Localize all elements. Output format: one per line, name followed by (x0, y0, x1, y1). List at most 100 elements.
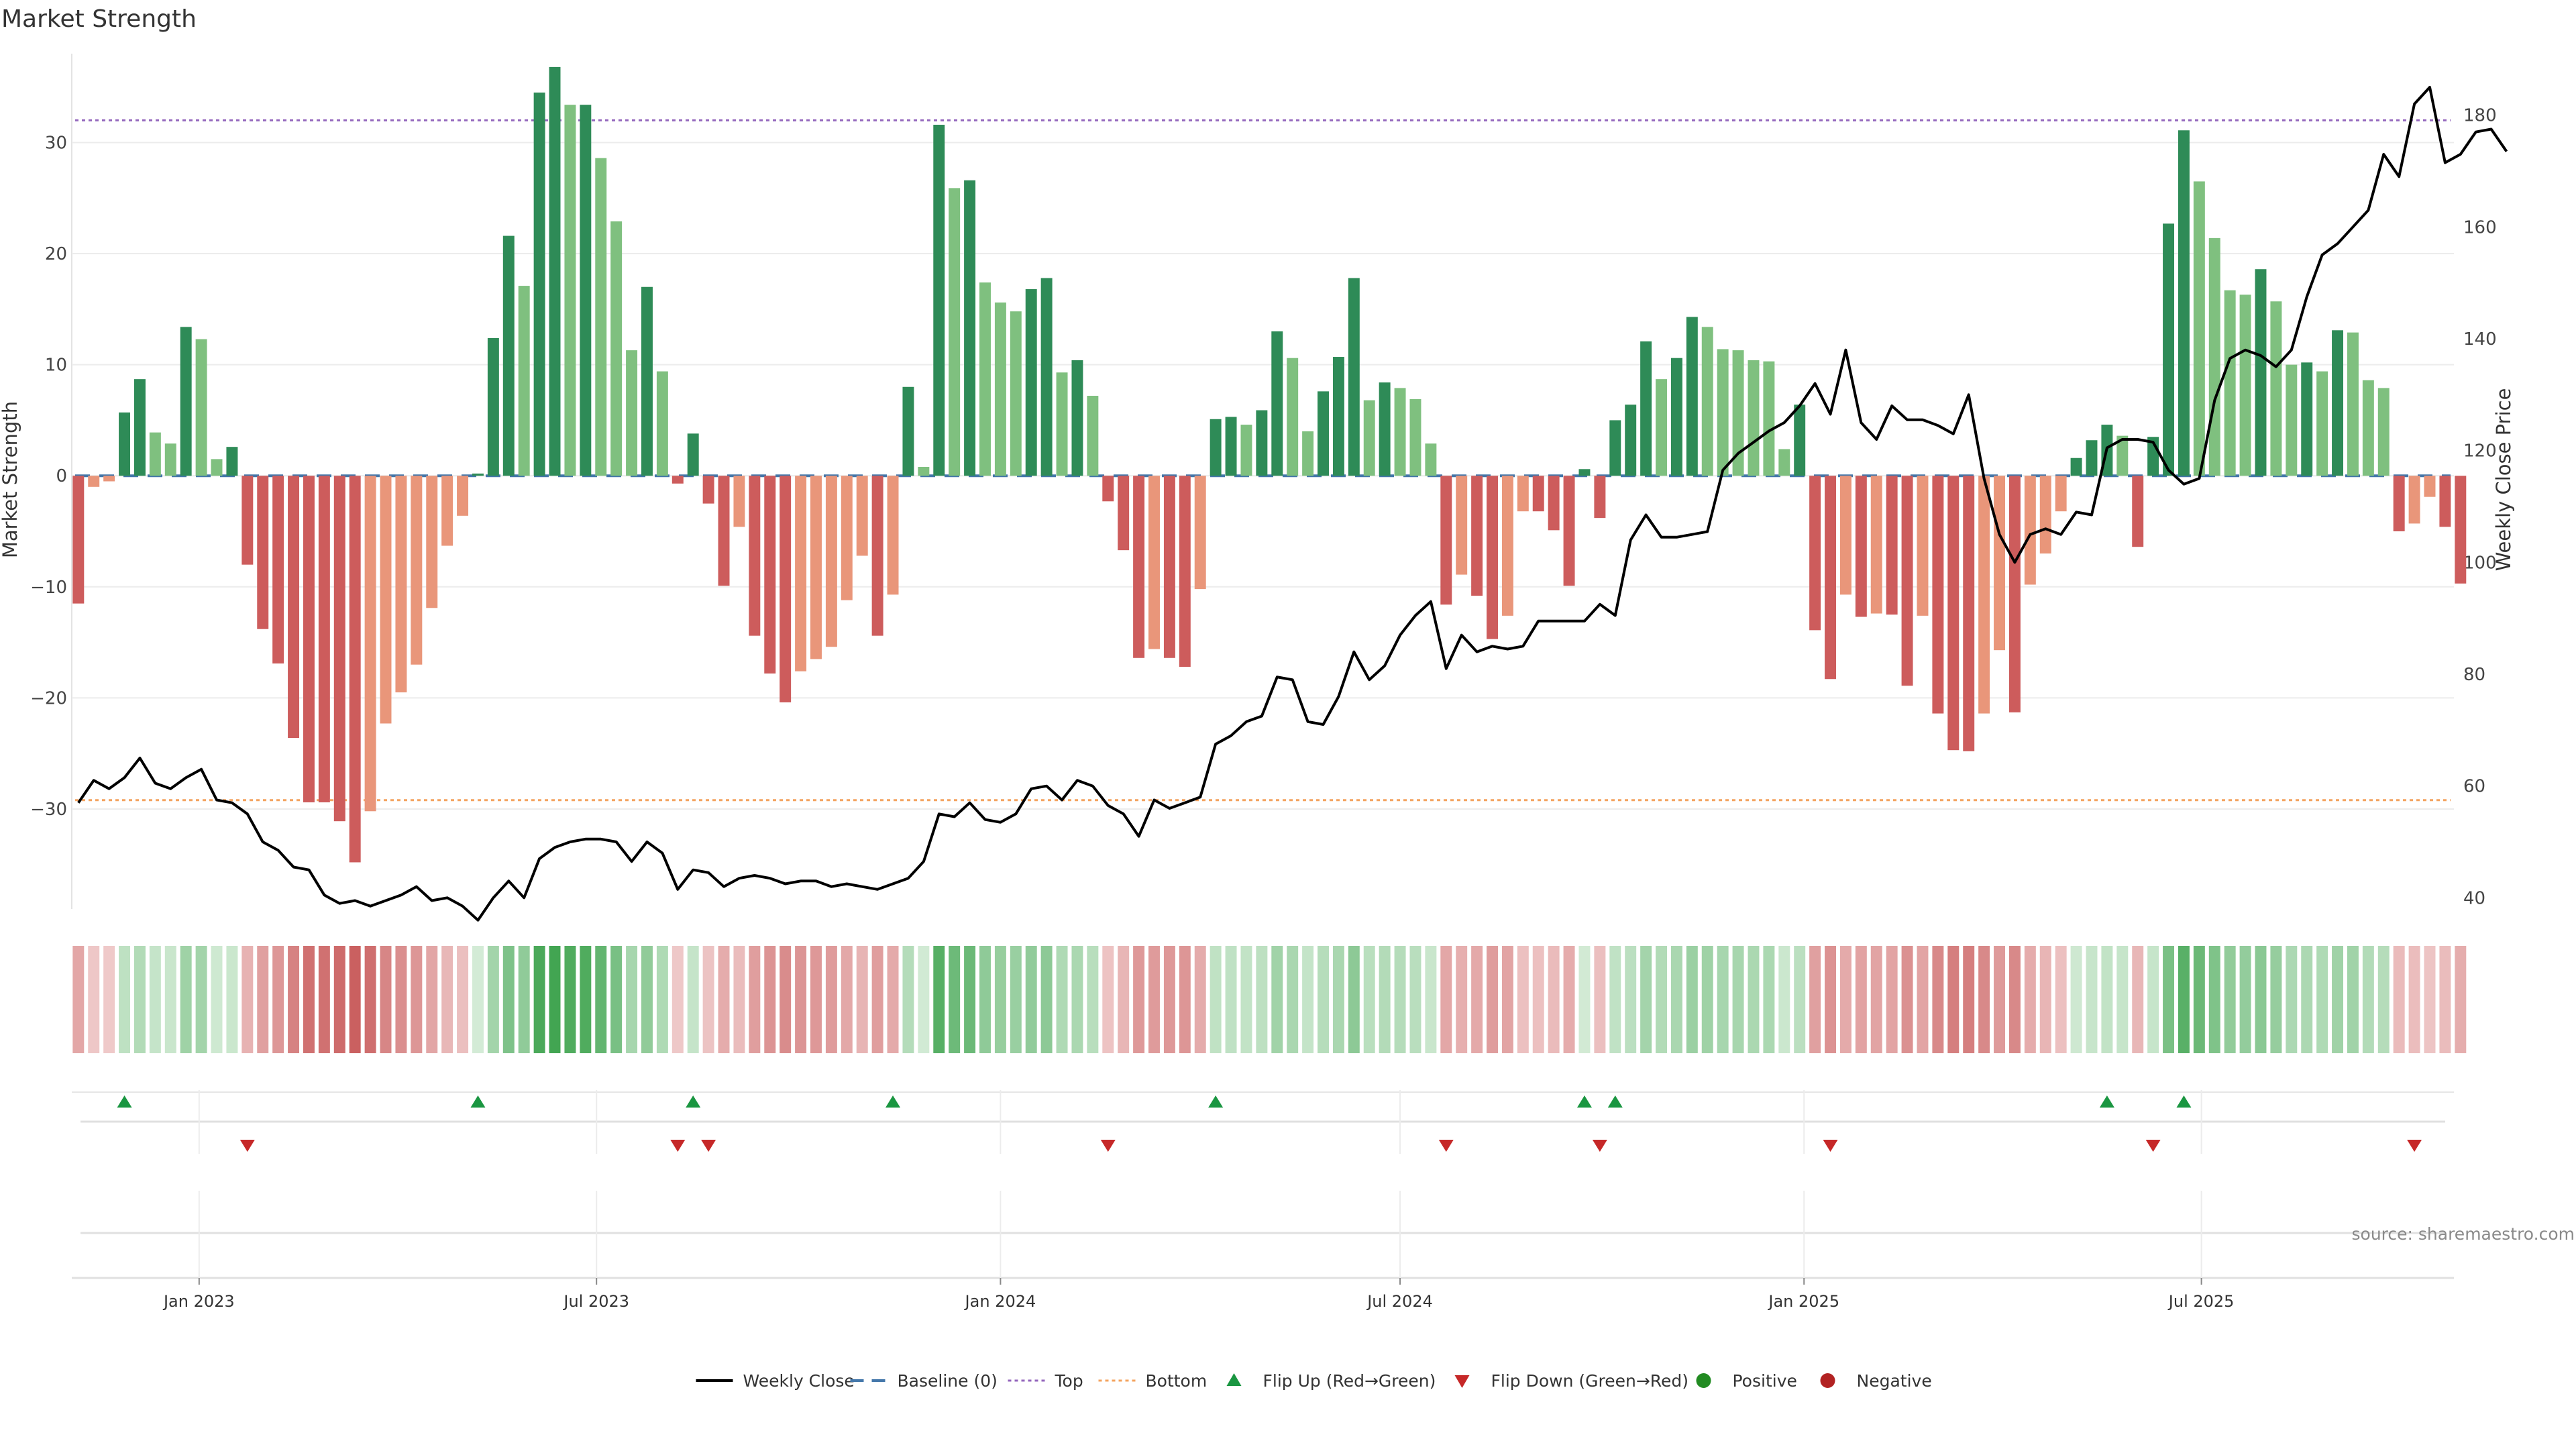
strength-bar (211, 459, 223, 476)
legend: Weekly Close Baseline (0) Top Bottom Flip Up… (696, 1371, 1932, 1391)
heat-cell (241, 946, 254, 1053)
heat-cell (902, 946, 914, 1053)
heat-cell (1701, 946, 1713, 1053)
strength-bar (164, 443, 176, 476)
heat-cell (626, 946, 638, 1053)
heat-cell (1471, 946, 1483, 1053)
flip-down-marker (1823, 1140, 1838, 1152)
heat-cell (1563, 946, 1575, 1053)
strength-bar (641, 286, 653, 476)
strength-bar (1825, 476, 1836, 680)
strength-bar (1794, 405, 1806, 476)
strength-bar (2224, 290, 2236, 476)
strength-bar (933, 124, 945, 476)
strength-bar (119, 412, 131, 476)
y-tick-label-right: 140 (2463, 329, 2497, 350)
strength-bar (1210, 419, 1222, 476)
heat-cell (2377, 946, 2390, 1053)
heat-cell (1748, 946, 1760, 1053)
strength-bar (1901, 476, 1913, 686)
x-tick-label: Jan 2024 (964, 1292, 1036, 1311)
heat-cell (1732, 946, 1744, 1053)
heat-cell (472, 946, 484, 1053)
heat-cell (380, 946, 392, 1053)
strength-bar (2393, 476, 2405, 532)
strength-bar (1563, 476, 1575, 586)
strength-bar (672, 476, 684, 484)
heat-cell (2347, 946, 2359, 1053)
strength-bar (272, 476, 284, 664)
heat-cell (211, 946, 223, 1053)
strength-heat-strip (72, 946, 2467, 1053)
heat-cell (1670, 946, 1682, 1053)
strength-bar (2055, 476, 2067, 512)
legend-label-negative: Negative (1857, 1371, 1932, 1391)
strength-bar (1809, 476, 1821, 631)
heat-cell (841, 946, 853, 1053)
strength-bar (2086, 440, 2098, 476)
x-tick-label: Jan 2025 (1767, 1292, 1839, 1311)
strength-bar (426, 476, 438, 608)
legend-label-top: Top (1055, 1371, 1083, 1391)
strength-bar (1732, 350, 1744, 476)
strength-bar (2024, 476, 2036, 585)
heat-cell (1609, 946, 1621, 1053)
y-axis-label-left: Market Strength (0, 401, 21, 558)
heat-cell (656, 946, 668, 1053)
heat-cell (411, 946, 423, 1053)
heat-cell (933, 946, 945, 1053)
heat-cell (1501, 946, 1513, 1053)
heat-cell (2163, 946, 2175, 1053)
heat-cell (1763, 946, 1775, 1053)
strength-bar (2132, 476, 2144, 547)
heat-cell (2116, 946, 2129, 1053)
heat-cell (1994, 946, 2006, 1053)
flip-down-marker (1592, 1140, 1607, 1152)
heat-cell (749, 946, 761, 1053)
weekly-close-line (77, 86, 2508, 922)
strength-bar (103, 476, 115, 482)
heat-cell (2024, 946, 2036, 1053)
heat-cell (2362, 946, 2374, 1053)
strength-bar (702, 476, 714, 504)
heat-cell (487, 946, 499, 1053)
strength-bar (856, 476, 868, 556)
heat-cell (2455, 946, 2467, 1053)
strength-bar (1839, 476, 1851, 595)
heat-cell (272, 946, 284, 1053)
strength-bar (1594, 476, 1606, 519)
strength-bar (1963, 476, 1975, 751)
strength-bar (1271, 331, 1283, 476)
strength-bar (1071, 360, 1083, 476)
strength-bar (687, 433, 699, 476)
y-tick-label-right: 100 (2463, 553, 2497, 573)
heat-cell (1318, 946, 1329, 1053)
strength-bar (733, 476, 745, 527)
strength-bar (1763, 361, 1775, 476)
x-tick-label: Jul 2023 (562, 1292, 629, 1311)
legend-label-flip-down: Flip Down (Green→Red) (1491, 1371, 1689, 1391)
heat-cell (1348, 946, 1360, 1053)
strength-bar (979, 282, 991, 476)
strength-bar (2239, 294, 2251, 476)
y-tick-label-right: 180 (2463, 106, 2497, 126)
strength-bar (2424, 476, 2436, 497)
heat-cell (595, 946, 607, 1053)
heat-cell (780, 946, 792, 1053)
heat-cell (1456, 946, 1468, 1053)
strength-bar (1425, 443, 1437, 476)
heat-cell (1148, 946, 1160, 1053)
strength-bar (1978, 476, 1990, 714)
heat-cell (1379, 946, 1391, 1053)
flip-up-marker (1208, 1095, 1224, 1108)
heat-cell (580, 946, 592, 1053)
strength-bar (2408, 476, 2420, 524)
heat-cell (979, 946, 991, 1053)
strength-bar (1487, 476, 1498, 639)
strength-bar (1240, 425, 1252, 476)
heat-cell (1287, 946, 1299, 1053)
heat-cell (1302, 946, 1314, 1053)
legend-label-baseline: Baseline (0) (898, 1371, 998, 1391)
heat-cell (964, 946, 976, 1053)
strength-bar (1701, 327, 1713, 476)
